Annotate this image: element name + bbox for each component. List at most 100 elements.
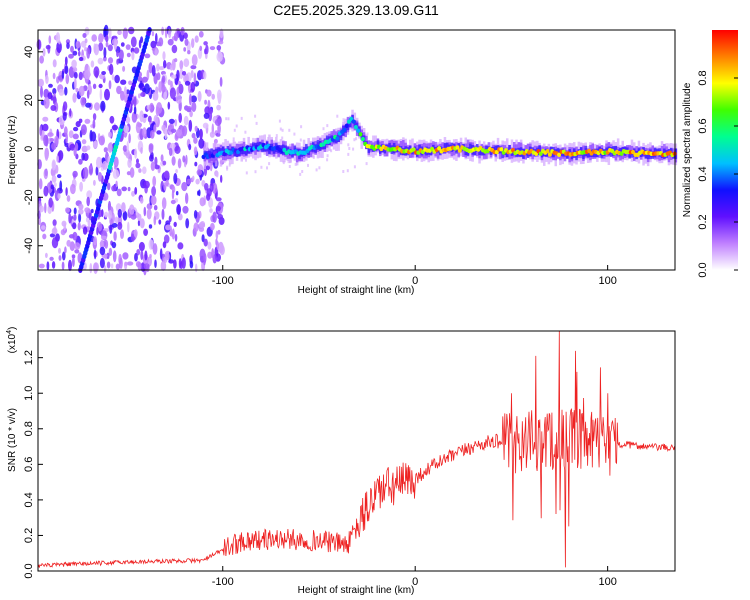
noise-cell bbox=[174, 145, 181, 154]
noise-cell bbox=[38, 263, 45, 269]
track-halo bbox=[478, 149, 481, 156]
noise-cell bbox=[260, 165, 263, 169]
noise-cell bbox=[125, 116, 131, 124]
track-halo bbox=[367, 144, 370, 153]
noise-cell bbox=[64, 56, 68, 66]
noise-cell bbox=[206, 89, 212, 97]
noise-cell bbox=[113, 231, 117, 242]
noise-cell bbox=[107, 182, 111, 191]
noise-cell bbox=[64, 246, 67, 254]
noise-cell bbox=[186, 178, 192, 185]
noise-cell bbox=[151, 65, 156, 77]
noise-cell bbox=[245, 171, 248, 175]
noise-cell bbox=[53, 225, 57, 235]
track-halo bbox=[339, 133, 343, 141]
noise-cell bbox=[171, 228, 175, 240]
noise-cell bbox=[156, 63, 160, 72]
noise-cell bbox=[107, 57, 114, 64]
noise-cell bbox=[72, 256, 75, 268]
noise-cell bbox=[190, 81, 196, 92]
track-halo bbox=[443, 142, 447, 153]
noise-cell bbox=[125, 44, 131, 50]
noise-cell bbox=[78, 208, 84, 215]
noise-cell bbox=[105, 41, 109, 48]
noise-cell bbox=[159, 248, 163, 260]
noise-cell bbox=[78, 50, 81, 57]
noise-cell bbox=[84, 207, 90, 213]
noise-cell bbox=[103, 47, 107, 59]
noise-cell bbox=[139, 110, 144, 123]
noise-cell bbox=[175, 169, 178, 174]
spectrogram-streak bbox=[78, 27, 152, 273]
noise-cell bbox=[45, 75, 49, 84]
noise-cell bbox=[149, 154, 154, 162]
noise-cell bbox=[182, 155, 186, 163]
noise-cell bbox=[342, 118, 345, 122]
noise-cell bbox=[140, 250, 144, 261]
noise-cell bbox=[188, 143, 192, 151]
noise-cell bbox=[66, 42, 70, 49]
noise-cell bbox=[165, 224, 172, 231]
spectrogram-y-ticks: -40 -20 0 20 40 bbox=[23, 46, 43, 254]
colorbar-tick-label: 0.8 bbox=[697, 70, 709, 85]
noise-cell bbox=[129, 167, 135, 178]
noise-cell bbox=[70, 183, 76, 195]
noise-cell bbox=[207, 251, 213, 259]
noise-cell bbox=[204, 183, 209, 191]
noise-cell bbox=[128, 133, 131, 144]
noise-cell bbox=[64, 86, 68, 96]
noise-cell bbox=[191, 38, 195, 49]
noise-cell bbox=[137, 213, 142, 222]
noise-cell bbox=[232, 137, 235, 141]
noise-cell bbox=[68, 212, 72, 224]
noise-cell bbox=[51, 261, 56, 269]
noise-cell bbox=[150, 161, 156, 172]
noise-cell bbox=[103, 265, 107, 274]
noise-cell bbox=[116, 58, 119, 65]
noise-cell bbox=[108, 210, 113, 220]
noise-cell bbox=[217, 229, 221, 235]
noise-cell bbox=[92, 140, 98, 149]
noise-cell bbox=[206, 165, 211, 171]
snr-x-label: Height of straight line (km) bbox=[298, 585, 415, 596]
track-halo bbox=[628, 150, 631, 159]
noise-cell bbox=[185, 192, 189, 204]
noise-cell bbox=[143, 180, 150, 189]
noise-cell bbox=[307, 163, 309, 167]
noise-cell bbox=[123, 125, 129, 133]
noise-cell bbox=[72, 231, 78, 241]
noise-cell bbox=[75, 40, 81, 49]
track-halo bbox=[210, 148, 213, 158]
noise-cell bbox=[84, 118, 91, 124]
noise-cell bbox=[62, 251, 66, 261]
noise-cell bbox=[139, 218, 145, 229]
noise-cell bbox=[122, 27, 128, 40]
noise-cell bbox=[88, 164, 94, 176]
noise-cell bbox=[293, 132, 296, 136]
noise-cell bbox=[127, 221, 130, 233]
colorbar-tick-label: 0.0 bbox=[697, 262, 709, 277]
snr-x-ticks: -100 0 100 bbox=[212, 566, 617, 588]
noise-cell bbox=[103, 24, 109, 37]
noise-cell bbox=[184, 38, 189, 46]
noise-cell bbox=[167, 79, 171, 86]
noise-cell bbox=[92, 113, 97, 121]
noise-cell bbox=[121, 202, 126, 213]
noise-cell bbox=[189, 260, 194, 269]
noise-cell bbox=[52, 219, 57, 227]
noise-cell bbox=[130, 233, 135, 242]
noise-cell bbox=[198, 138, 205, 149]
noise-cell bbox=[77, 222, 81, 231]
x-tick-label: 0 bbox=[412, 576, 418, 588]
noise-cell bbox=[43, 96, 50, 109]
noise-cell bbox=[122, 65, 126, 72]
noise-cell bbox=[154, 259, 157, 269]
noise-cell bbox=[164, 27, 168, 39]
noise-cell bbox=[214, 118, 222, 126]
noise-cell bbox=[91, 34, 97, 42]
noise-cell bbox=[72, 170, 78, 178]
noise-cell bbox=[162, 51, 166, 61]
noise-cell bbox=[128, 80, 133, 86]
noise-cell bbox=[45, 252, 48, 258]
